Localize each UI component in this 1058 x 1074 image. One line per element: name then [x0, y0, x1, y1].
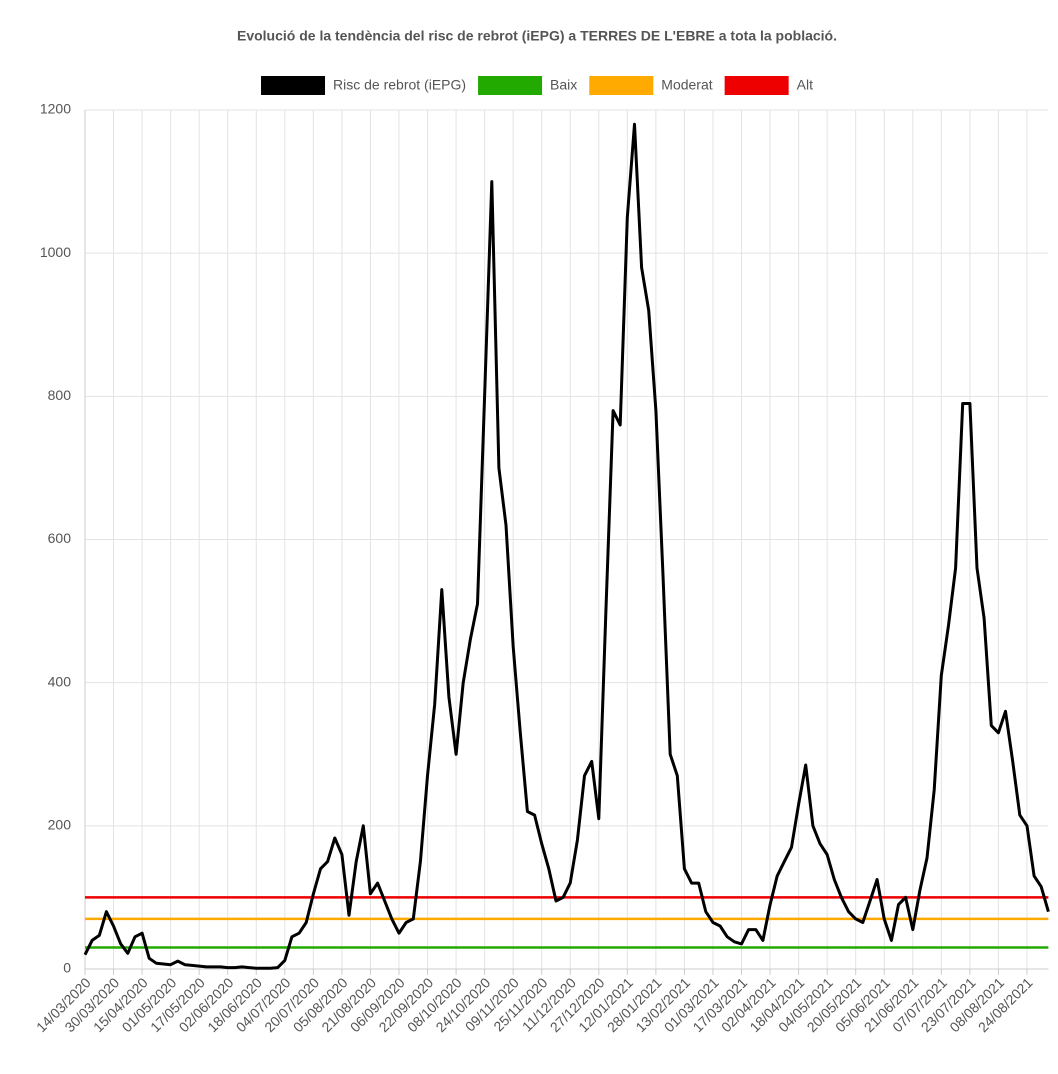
y-tick-label: 1000 [40, 244, 71, 260]
y-tick-label: 1200 [40, 101, 71, 117]
chart-title: Evolució de la tendència del risc de reb… [237, 28, 837, 44]
legend-swatch [261, 76, 326, 95]
y-tick-label: 400 [48, 673, 72, 689]
legend-label: Alt [797, 77, 813, 93]
y-tick-label: 200 [48, 817, 72, 833]
legend-swatch [589, 76, 654, 95]
legend-label: Baix [550, 77, 577, 93]
y-tick-label: 800 [48, 387, 72, 403]
y-tick-label: 0 [63, 960, 71, 976]
data-line [83, 122, 1050, 970]
legend-swatch [724, 76, 789, 95]
legend-label: Risc de rebrot (iEPG) [333, 77, 466, 93]
legend-swatch [478, 76, 543, 95]
y-tick-label: 600 [48, 530, 72, 546]
legend-label: Moderat [661, 77, 712, 93]
